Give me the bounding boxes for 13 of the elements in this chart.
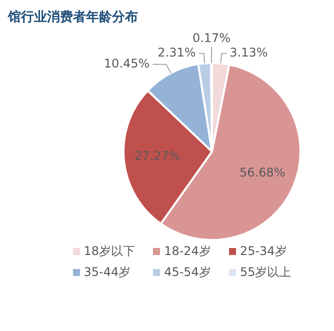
legend-label: 35-44岁: [84, 264, 131, 281]
legend-label: 25-34岁: [240, 243, 287, 260]
legend-label: 18-24岁: [164, 243, 211, 260]
data-label: 0.17%: [192, 31, 231, 46]
legend-label: 55岁以上: [240, 264, 292, 281]
data-label: 10.45%: [104, 56, 150, 70]
legend-label: 18岁以下: [84, 243, 136, 260]
data-label: 56.68%: [240, 165, 286, 180]
data-label: 27.27%: [134, 149, 180, 164]
data-label: 3.13%: [230, 46, 268, 60]
data-label: 2.31%: [158, 45, 196, 60]
legend-label: 45-54岁: [164, 264, 211, 281]
chart-title: 馆行业消费者年龄分布: [8, 8, 139, 26]
